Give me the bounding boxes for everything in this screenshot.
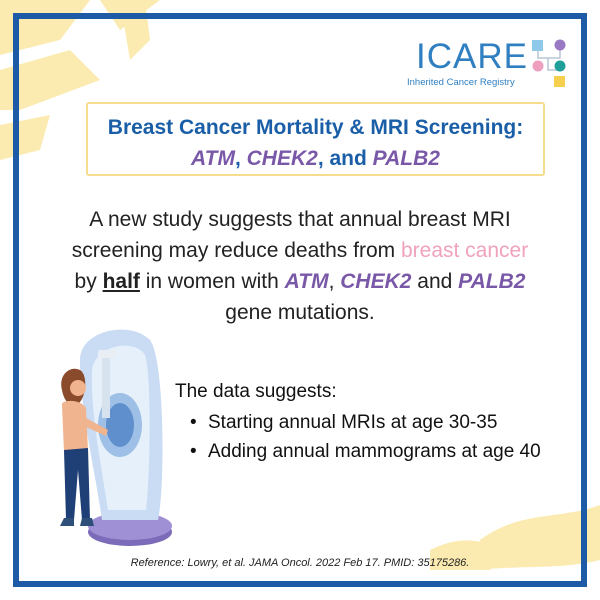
card-frame — [13, 13, 587, 587]
logo-wordmark: ICARE — [416, 37, 528, 76]
gene-chek2: CHEK2 — [340, 270, 412, 293]
summary-line-4: gene mutations. — [225, 301, 375, 324]
summary-separator: , — [328, 270, 341, 293]
gene-atm: ATM — [191, 147, 235, 170]
data-intro: The data suggests: — [175, 381, 337, 402]
summary-text: in women with — [139, 270, 285, 293]
summary-text: by — [74, 270, 103, 293]
title-genes: ATM, CHEK2, and PALB2 — [88, 147, 543, 171]
list-item: Adding annual mammograms at age 40 — [190, 437, 541, 466]
breast-cancer-highlight: breast cancer — [400, 239, 529, 262]
gene-palb2: PALB2 — [458, 270, 526, 293]
title-separator: , and — [317, 147, 373, 170]
mri-patient-illustration — [60, 329, 172, 546]
summary-text: screening may reduce deaths from — [71, 239, 401, 262]
logo-network-icon — [532, 39, 566, 87]
list-item: Starting annual MRIs at age 30-35 — [190, 408, 541, 437]
summary-separator: and — [411, 270, 459, 293]
gene-chek2: CHEK2 — [246, 147, 318, 170]
gene-atm: ATM — [284, 270, 329, 293]
reference-citation: Reference: Lowry, et al. JAMA Oncol. 202… — [130, 557, 470, 569]
summary-line-3: by half in women with ATM, CHEK2 and PAL… — [40, 266, 560, 297]
recommendation-list: Starting annual MRIs at age 30-35 Adding… — [190, 408, 541, 466]
gene-palb2: PALB2 — [372, 147, 440, 170]
logo-subtitle: Inherited Cancer Registry — [407, 77, 515, 88]
summary-line-2: screening may reduce deaths from breast … — [40, 235, 560, 266]
study-summary: A new study suggests that annual breast … — [40, 204, 560, 328]
summary-line-1: A new study suggests that annual breast … — [89, 208, 511, 231]
title-box: Breast Cancer Mortality & MRI Screening:… — [86, 102, 545, 176]
title-separator: , — [234, 147, 247, 170]
half-emphasis: half — [102, 270, 140, 293]
title-heading: Breast Cancer Mortality & MRI Screening: — [107, 116, 524, 139]
icare-logo: ICARE Inherited Cancer Registry — [396, 34, 576, 94]
